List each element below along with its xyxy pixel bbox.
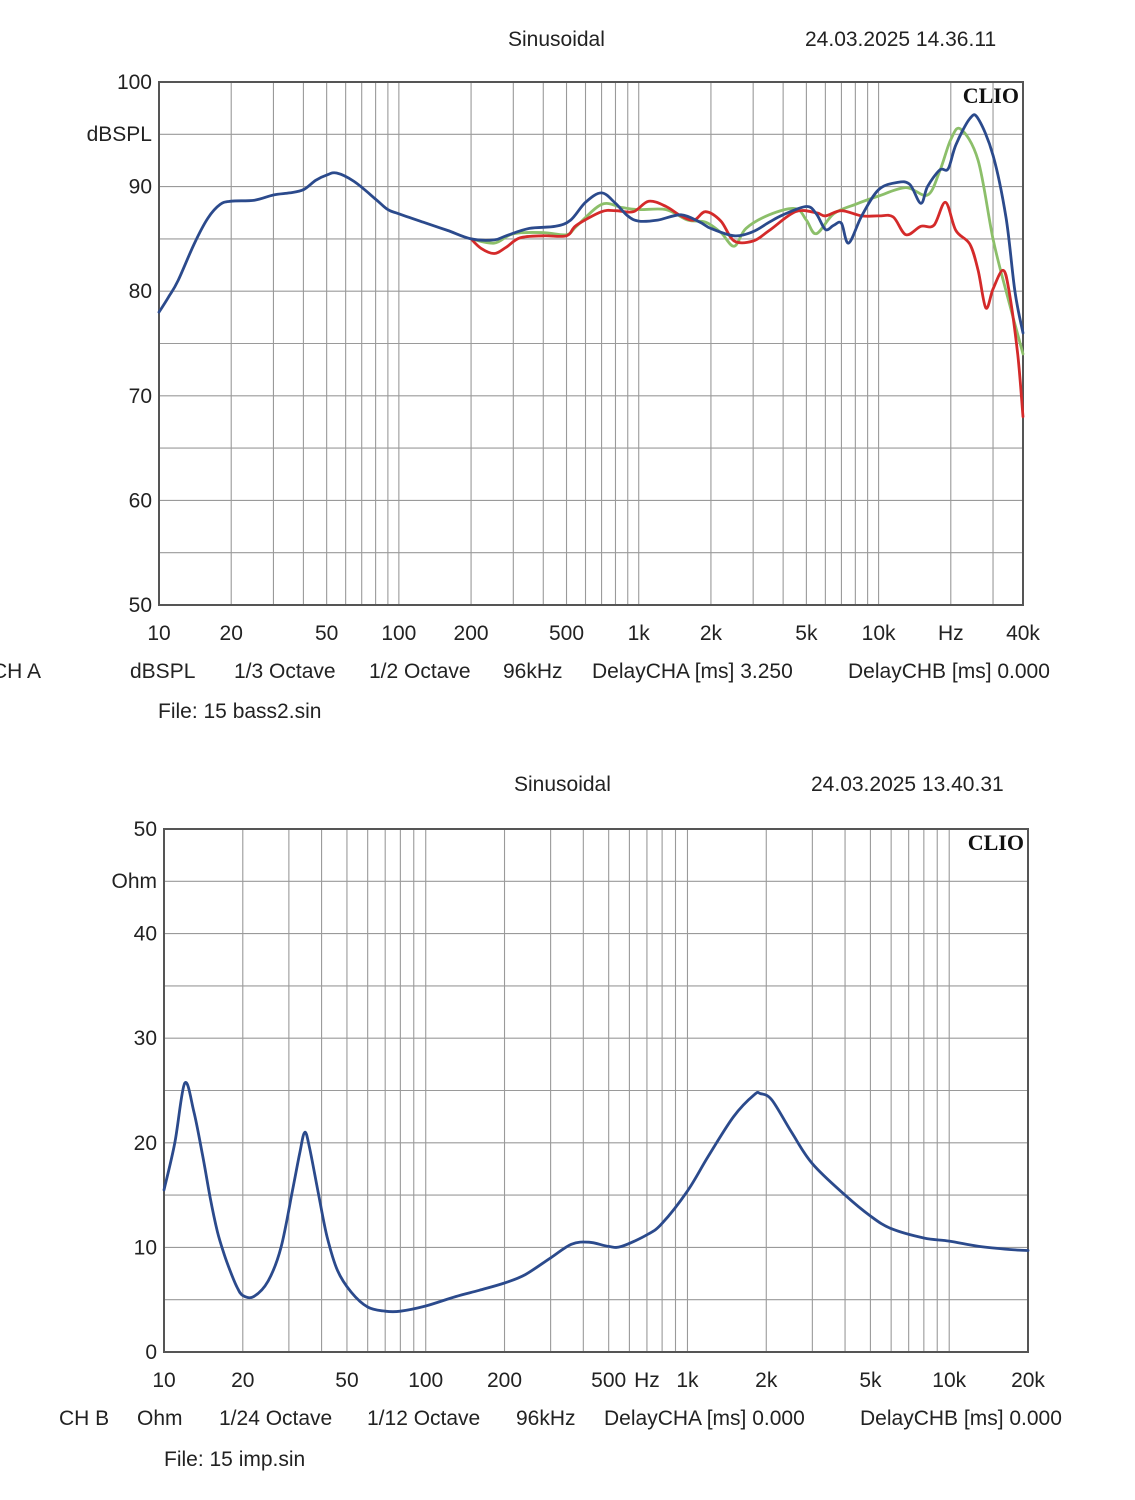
x-tick-label: 200 xyxy=(454,622,489,645)
footer-smoothing: 1/3 Octave xyxy=(234,660,336,683)
y-tick-label: 10 xyxy=(134,1236,157,1259)
footer-delay-b: DelayCHB [ms] 0.000 xyxy=(860,1407,1062,1430)
x-tick-label: 20 xyxy=(220,622,243,645)
footer-delay-a: DelayCHA [ms] 3.250 xyxy=(592,660,793,683)
x-tick-label: 100 xyxy=(381,622,416,645)
x-tick-label: 10k xyxy=(932,1369,966,1392)
x-tick-label: 5k xyxy=(859,1369,882,1392)
x-tick-label: 100 xyxy=(408,1369,443,1392)
y-tick-label: 70 xyxy=(129,385,152,408)
file-name: File: 15 imp.sin xyxy=(164,1448,306,1471)
x-tick-label: 1k xyxy=(628,622,651,645)
x-tick-label: 10 xyxy=(147,622,170,645)
y-tick-label: 40 xyxy=(134,923,157,946)
y-tick-label: 20 xyxy=(134,1132,157,1155)
spl-chart-panel: Sinusoidal 24.03.2025 14.36.11 50 60 70 80 9… xyxy=(0,0,1135,745)
x-tick-label: 5k xyxy=(795,622,818,645)
footer-unit: Ohm xyxy=(137,1407,183,1430)
footer-samplerate: 96kHz xyxy=(516,1407,576,1430)
measurement-timestamp: 24.03.2025 14.36.11 xyxy=(805,28,997,51)
impedance-settings-footer: CH B Ohm 1/24 Octave 1/12 Octave 96kHz D… xyxy=(0,1407,1078,1437)
series-line-2 xyxy=(157,113,1025,335)
y-tick-label: 60 xyxy=(129,489,152,512)
series-line-0 xyxy=(162,1081,1030,1314)
plot-frame xyxy=(163,828,1029,1353)
x-tick-label: 20 xyxy=(231,1369,254,1392)
series-line-1 xyxy=(469,199,1025,419)
y-tick-label: 30 xyxy=(134,1027,157,1050)
y-tick-label: 90 xyxy=(129,176,152,199)
x-tick-label: 200 xyxy=(487,1369,522,1392)
footer-channel: CH A xyxy=(0,660,42,683)
x-tick-label: 10 xyxy=(152,1369,175,1392)
footer-resolution: 1/12 Octave xyxy=(367,1407,481,1430)
x-tick-label: Hz xyxy=(634,1369,660,1392)
footer-delay-b: DelayCHB [ms] 0.000 xyxy=(848,660,1050,683)
spl-chart-plot: 50 60 70 80 90 100 dBSPL 10 20 50 100 200 500 1k 2k 5k 1… xyxy=(87,71,1041,645)
spl-settings-footer: CH A dBSPL 1/3 Octave 1/2 Octave 96kHz D… xyxy=(0,660,1078,690)
x-tick-label: 20k xyxy=(1011,1369,1045,1392)
plot-frame xyxy=(158,81,1024,606)
footer-unit: dBSPL xyxy=(130,660,196,683)
x-tick-label: 2k xyxy=(700,622,723,645)
x-tick-label: 2k xyxy=(755,1369,778,1392)
footer-smoothing: 1/24 Octave xyxy=(219,1407,333,1430)
footer-channel: CH B xyxy=(59,1407,110,1430)
impedance-chart-plot: 0 10 20 30 40 50 Ohm 10 20 50 100 200 500 Hz 1k 2k 5k 10k… xyxy=(111,818,1045,1392)
footer-resolution: 1/2 Octave xyxy=(369,660,471,683)
y-unit-label: dBSPL xyxy=(87,123,152,146)
footer-samplerate: 96kHz xyxy=(503,660,563,683)
x-tick-label: 50 xyxy=(335,1369,358,1392)
x-tick-label: 10k xyxy=(862,622,896,645)
grid xyxy=(164,829,1028,1352)
clio-logo: CLIO xyxy=(968,830,1024,855)
measurement-timestamp: 24.03.2025 13.40.31 xyxy=(811,773,1004,796)
x-tick-label: Hz xyxy=(938,622,964,645)
y-unit-label: Ohm xyxy=(111,870,157,893)
y-tick-label: 50 xyxy=(134,818,157,841)
x-tick-label: 1k xyxy=(676,1369,699,1392)
x-tick-label: 40k xyxy=(1006,622,1040,645)
y-tick-label: 0 xyxy=(145,1341,157,1364)
measurement-mode: Sinusoidal xyxy=(514,773,611,796)
x-tick-label: 500 xyxy=(591,1369,626,1392)
x-tick-label: 500 xyxy=(549,622,584,645)
footer-delay-a: DelayCHA [ms] 0.000 xyxy=(604,1407,805,1430)
y-tick-label: 50 xyxy=(129,594,152,617)
y-tick-label: 100 xyxy=(117,71,152,94)
x-tick-label: 50 xyxy=(315,622,338,645)
measurement-mode: Sinusoidal xyxy=(508,28,605,51)
grid xyxy=(159,82,1023,605)
y-tick-label: 80 xyxy=(129,280,152,303)
impedance-chart-panel: Sinusoidal 24.03.2025 13.40.31 0 10 20 30 40… xyxy=(0,745,1135,1500)
file-name: File: 15 bass2.sin xyxy=(158,700,322,723)
clio-logo: CLIO xyxy=(963,83,1019,108)
